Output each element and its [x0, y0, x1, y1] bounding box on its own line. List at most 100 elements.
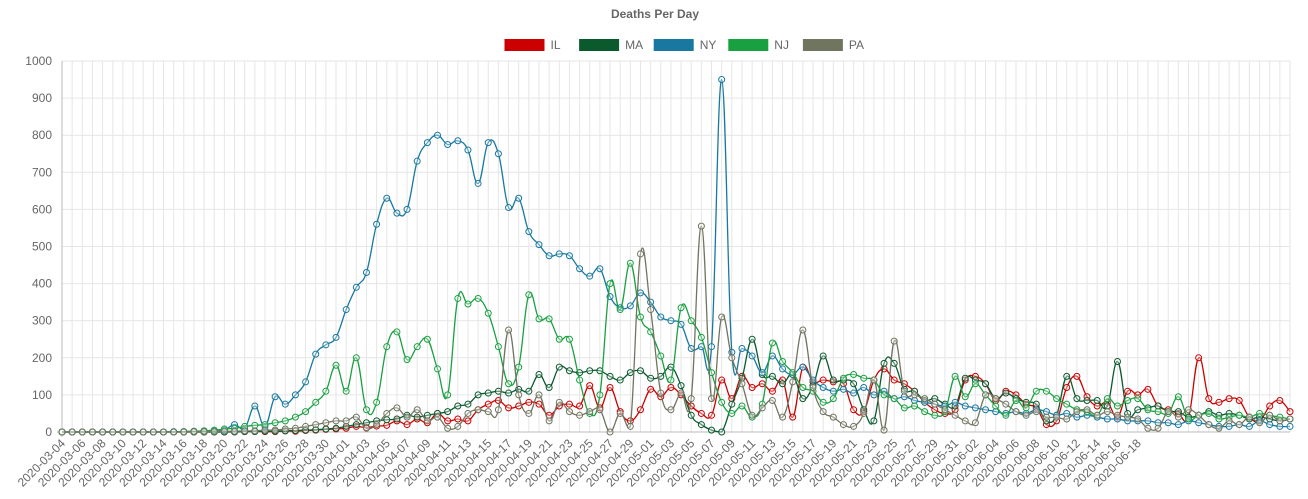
data-point[interactable] — [758, 370, 766, 378]
data-point[interactable] — [1286, 408, 1294, 416]
data-point[interactable] — [718, 398, 726, 406]
data-point[interactable] — [109, 428, 117, 436]
data-point[interactable] — [1144, 385, 1152, 393]
data-point[interactable] — [565, 252, 573, 260]
data-point[interactable] — [1195, 354, 1203, 362]
data-point[interactable] — [1022, 411, 1030, 419]
data-point[interactable] — [870, 391, 878, 399]
data-point[interactable] — [1144, 404, 1152, 412]
data-point[interactable] — [444, 424, 452, 432]
data-point[interactable] — [1083, 396, 1091, 404]
data-point[interactable] — [626, 302, 634, 310]
data-point[interactable] — [1093, 396, 1101, 404]
data-point[interactable] — [281, 400, 289, 408]
data-point[interactable] — [1083, 406, 1091, 414]
legend-item-ma[interactable]: MA — [579, 38, 643, 52]
data-point[interactable] — [413, 157, 421, 165]
data-point[interactable] — [1103, 415, 1111, 423]
data-point[interactable] — [505, 389, 513, 397]
data-point[interactable] — [474, 406, 482, 414]
data-point[interactable] — [789, 413, 797, 421]
data-point[interactable] — [494, 343, 502, 351]
data-point[interactable] — [839, 421, 847, 429]
data-point[interactable] — [1286, 415, 1294, 423]
data-point[interactable] — [525, 387, 533, 395]
data-point[interactable] — [231, 427, 239, 435]
data-point[interactable] — [748, 352, 756, 360]
data-point[interactable] — [1032, 408, 1040, 416]
data-point[interactable] — [850, 422, 858, 430]
data-point[interactable] — [271, 426, 279, 434]
data-point[interactable] — [484, 389, 492, 397]
data-point[interactable] — [1205, 421, 1213, 429]
legend-label[interactable]: NY — [700, 38, 717, 52]
data-point[interactable] — [819, 398, 827, 406]
data-point[interactable] — [170, 428, 178, 436]
data-point[interactable] — [596, 391, 604, 399]
data-point[interactable] — [1002, 389, 1010, 397]
data-point[interactable] — [1093, 411, 1101, 419]
data-point[interactable] — [190, 428, 198, 436]
data-point[interactable] — [992, 395, 1000, 403]
data-point[interactable] — [423, 417, 431, 425]
data-point[interactable] — [494, 406, 502, 414]
data-point[interactable] — [342, 417, 350, 425]
legend-swatch[interactable] — [802, 39, 843, 51]
data-point[interactable] — [992, 402, 1000, 410]
data-point[interactable] — [728, 354, 736, 362]
data-point[interactable] — [667, 376, 675, 384]
data-point[interactable] — [403, 205, 411, 213]
data-point[interactable] — [647, 306, 655, 314]
data-point[interactable] — [281, 425, 289, 433]
data-point[interactable] — [352, 354, 360, 362]
data-point[interactable] — [1073, 395, 1081, 403]
data-point[interactable] — [586, 382, 594, 390]
data-point[interactable] — [1113, 411, 1121, 419]
data-point[interactable] — [758, 404, 766, 412]
data-point[interactable] — [657, 352, 665, 360]
data-point[interactable] — [342, 387, 350, 395]
data-point[interactable] — [484, 408, 492, 416]
data-point[interactable] — [1256, 419, 1264, 427]
data-point[interactable] — [768, 387, 776, 395]
data-point[interactable] — [657, 313, 665, 321]
data-point[interactable] — [697, 222, 705, 230]
data-point[interactable] — [1113, 402, 1121, 410]
data-point[interactable] — [677, 382, 685, 390]
data-point[interactable] — [829, 395, 837, 403]
data-point[interactable] — [971, 380, 979, 388]
data-point[interactable] — [180, 428, 188, 436]
data-point[interactable] — [545, 315, 553, 323]
data-point[interactable] — [900, 387, 908, 395]
data-point[interactable] — [1032, 387, 1040, 395]
data-point[interactable] — [900, 404, 908, 412]
data-point[interactable] — [616, 409, 624, 417]
data-point[interactable] — [586, 408, 594, 416]
data-point[interactable] — [535, 241, 543, 249]
data-point[interactable] — [586, 272, 594, 280]
data-point[interactable] — [880, 359, 888, 367]
data-point[interactable] — [748, 383, 756, 391]
data-point[interactable] — [1174, 421, 1182, 429]
data-point[interactable] — [697, 333, 705, 341]
data-point[interactable] — [444, 140, 452, 148]
legend-item-pa[interactable]: PA — [802, 38, 864, 52]
data-point[interactable] — [961, 402, 969, 410]
data-point[interactable] — [565, 367, 573, 375]
data-point[interactable] — [555, 335, 563, 343]
data-point[interactable] — [1053, 395, 1061, 403]
data-point[interactable] — [454, 422, 462, 430]
data-point[interactable] — [464, 146, 472, 154]
data-point[interactable] — [322, 387, 330, 395]
data-point[interactable] — [951, 372, 959, 380]
data-point[interactable] — [718, 428, 726, 436]
data-point[interactable] — [850, 380, 858, 388]
data-point[interactable] — [758, 369, 766, 377]
data-point[interactable] — [819, 352, 827, 360]
data-point[interactable] — [129, 428, 137, 436]
data-point[interactable] — [1286, 422, 1294, 430]
data-point[interactable] — [657, 389, 665, 397]
data-point[interactable] — [1195, 411, 1203, 419]
data-point[interactable] — [880, 391, 888, 399]
data-point[interactable] — [393, 209, 401, 217]
